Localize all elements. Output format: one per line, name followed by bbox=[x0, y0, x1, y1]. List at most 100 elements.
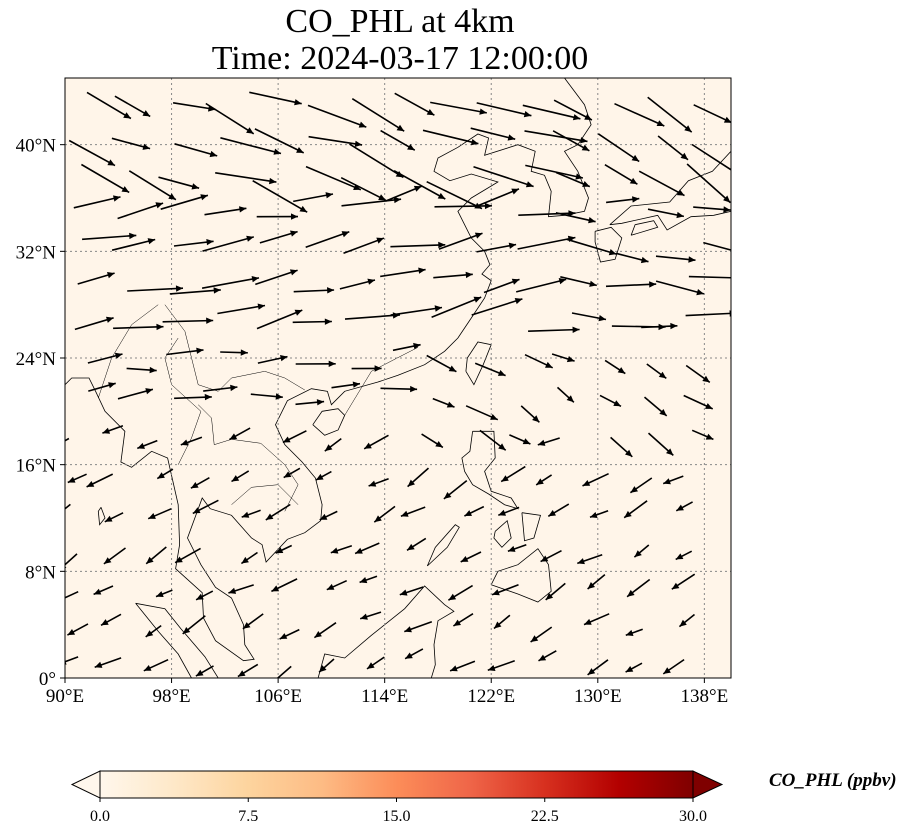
wind-vector bbox=[195, 590, 214, 601]
wind-vector bbox=[204, 206, 247, 216]
wind-vector bbox=[577, 554, 603, 565]
wind-vector bbox=[68, 139, 116, 167]
wind-vector bbox=[678, 613, 696, 628]
wind-vector bbox=[231, 470, 250, 483]
wind-vector bbox=[491, 584, 519, 596]
wind-vector bbox=[252, 180, 308, 213]
wind-vector bbox=[522, 104, 581, 121]
wind-vector bbox=[143, 658, 169, 672]
lat-tick-label: 24°N bbox=[16, 349, 57, 370]
wind-vector bbox=[295, 360, 336, 367]
wind-vector bbox=[426, 354, 457, 373]
wind-vector bbox=[693, 206, 731, 213]
wind-vector bbox=[349, 143, 404, 179]
lon-tick-label: 138°E bbox=[681, 686, 729, 707]
country-border bbox=[231, 484, 299, 505]
wind-vector bbox=[73, 195, 121, 209]
wind-vector bbox=[326, 579, 348, 591]
wind-vector bbox=[404, 648, 424, 660]
wind-vector bbox=[465, 405, 499, 421]
wind-vector bbox=[385, 185, 422, 202]
wind-vector bbox=[399, 586, 424, 596]
wind-vector bbox=[313, 622, 337, 639]
wind-vector bbox=[103, 547, 126, 565]
wind-vector bbox=[217, 303, 266, 315]
wind-vector bbox=[292, 318, 332, 325]
wind-vector bbox=[220, 349, 248, 356]
map-subtitle-time: Time: 2024-03-17 12:00:00 bbox=[211, 40, 589, 77]
wind-vector bbox=[145, 546, 167, 565]
wind-vector bbox=[625, 628, 643, 637]
wind-vector bbox=[647, 208, 685, 219]
wind-vector bbox=[683, 394, 714, 410]
wind-vector bbox=[662, 658, 685, 675]
wind-vector bbox=[604, 164, 638, 185]
wind-vector bbox=[390, 241, 446, 249]
wind-vector bbox=[686, 163, 731, 204]
wind-vector bbox=[528, 326, 580, 333]
wind-vector bbox=[449, 660, 476, 672]
wind-vector bbox=[460, 551, 482, 563]
wind-vector bbox=[589, 510, 609, 519]
wind-vector bbox=[88, 382, 116, 392]
wind-vector bbox=[319, 510, 338, 521]
wind-vector bbox=[162, 317, 214, 324]
wind-vector bbox=[275, 544, 293, 554]
wind-vector bbox=[293, 192, 334, 203]
wind-vector bbox=[626, 578, 651, 598]
wind-vector bbox=[655, 255, 696, 263]
coastline bbox=[426, 524, 460, 567]
wind-vector bbox=[520, 405, 540, 423]
wind-vector bbox=[174, 393, 212, 401]
wind-vector bbox=[443, 479, 468, 500]
coastline bbox=[317, 585, 455, 678]
wind-vector bbox=[341, 196, 402, 207]
wind-vector bbox=[180, 436, 203, 446]
lon-tick-label: 106°E bbox=[254, 686, 302, 707]
coastline bbox=[97, 507, 106, 526]
wind-vector bbox=[691, 429, 714, 441]
wind-vector bbox=[229, 427, 251, 441]
wind-vector bbox=[538, 650, 557, 662]
wind-vector bbox=[643, 396, 668, 417]
wind-vector bbox=[156, 468, 174, 480]
wind-vector bbox=[380, 129, 416, 151]
wind-vector bbox=[430, 101, 487, 115]
wind-vector bbox=[498, 506, 520, 516]
wind-vector bbox=[158, 176, 200, 190]
wind-vector bbox=[537, 437, 560, 446]
coastline bbox=[135, 602, 219, 678]
wind-vector bbox=[67, 623, 89, 636]
country-border bbox=[198, 404, 299, 512]
wind-vector bbox=[614, 102, 665, 127]
colorbar-label: CO_PHL (ppbv) bbox=[769, 770, 897, 791]
wind-vector bbox=[256, 213, 299, 220]
wind-vector bbox=[195, 665, 214, 677]
wind-vector bbox=[525, 164, 584, 180]
wind-vector bbox=[545, 582, 566, 601]
wind-vector bbox=[675, 550, 693, 561]
wind-vector bbox=[359, 575, 378, 584]
wind-vector bbox=[282, 430, 307, 444]
wind-vector bbox=[476, 102, 532, 118]
wind-vector bbox=[633, 544, 650, 558]
wind-vector bbox=[117, 388, 154, 400]
wind-vector bbox=[662, 475, 684, 485]
wind-vector bbox=[283, 467, 301, 479]
lon-tick-label: 122°E bbox=[467, 686, 515, 707]
lat-tick-label: 0° bbox=[39, 669, 56, 690]
wind-vector bbox=[476, 242, 517, 253]
wind-vector bbox=[318, 658, 335, 673]
coastline bbox=[521, 512, 542, 542]
wind-vector bbox=[237, 663, 259, 678]
wind-vector bbox=[192, 499, 219, 515]
wind-vector bbox=[250, 393, 283, 400]
wind-vector bbox=[359, 611, 382, 620]
lat-tick-label: 16°N bbox=[16, 456, 57, 477]
wind-vector bbox=[174, 143, 218, 158]
wind-vector bbox=[256, 309, 303, 330]
coastline bbox=[594, 226, 623, 263]
wind-vector bbox=[646, 363, 667, 380]
wind-vector bbox=[552, 130, 590, 152]
wind-vector bbox=[202, 235, 255, 252]
